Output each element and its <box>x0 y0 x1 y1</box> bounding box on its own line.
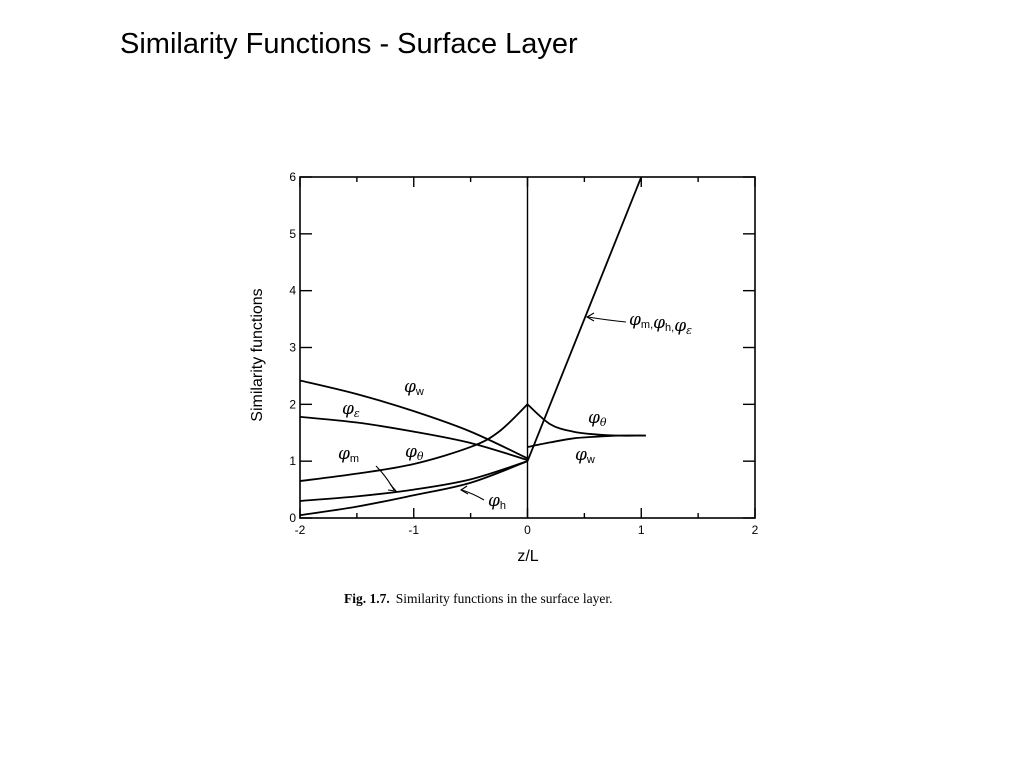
leader-phi-h-arrow <box>459 485 469 495</box>
phi-symbol: φ <box>588 408 600 428</box>
y-tick-label: 4 <box>289 284 296 298</box>
x-tick-label: -2 <box>295 523 306 537</box>
phi-symbol: φ <box>575 445 587 465</box>
phi-symbol: φ <box>653 313 665 333</box>
phi-subscript: w <box>586 454 595 466</box>
x-axis-label: z/L <box>517 548 538 565</box>
curve-phi-m-h-epsilon-stable <box>526 176 643 462</box>
curve-phi-epsilon-unstable <box>299 415 528 461</box>
caption-text: Similarity functions in the surface laye… <box>396 591 613 606</box>
label-phi-m: φm <box>338 444 359 465</box>
x-tick-label: 1 <box>638 523 645 537</box>
curve-phi-w-unstable <box>299 379 528 460</box>
phi-subscript: h, <box>665 322 674 334</box>
phi-subscript: θ <box>417 450 424 463</box>
y-tick-label: 6 <box>289 170 296 184</box>
curve-phi-h-unstable <box>299 460 528 517</box>
label-phi-h: φh <box>488 491 506 512</box>
phi-symbol: φ <box>405 442 417 462</box>
label-phi-theta-stable: φθ <box>588 408 607 429</box>
phi-subscript: ε <box>354 407 360 420</box>
label-phi-theta: φθ <box>405 442 424 463</box>
y-tick-label: 5 <box>289 227 296 241</box>
phi-symbol: φ <box>342 399 354 419</box>
x-tick-label: -1 <box>408 523 419 537</box>
y-tick-label: 0 <box>289 511 296 525</box>
phi-symbol: φ <box>629 310 641 330</box>
label-phi-w: φw <box>404 377 424 398</box>
slide-title: Similarity Functions - Surface Layer <box>120 28 578 60</box>
x-tick-label: 0 <box>524 523 531 537</box>
phi-subscript: w <box>415 386 424 398</box>
y-axis-label: Similarity functions <box>249 288 266 421</box>
phi-subscript: m, <box>641 319 653 331</box>
phi-symbol: φ <box>674 316 686 336</box>
label-phi-w-stable: φw <box>575 445 595 466</box>
leader-phi-m-arrow <box>387 483 398 492</box>
caption-prefix: Fig. 1.7. <box>344 591 390 606</box>
leader-phi-stable-arrow <box>585 312 595 322</box>
y-tick-label: 3 <box>289 341 296 355</box>
figure-caption: Fig. 1.7. Similarity functions in the sur… <box>344 591 612 606</box>
phi-subscript: m <box>350 453 359 465</box>
phi-subscript: θ <box>600 416 607 429</box>
leader-phi-h <box>461 489 485 501</box>
label-phi-epsilon: φε <box>342 399 360 420</box>
curve-phi-theta-stable <box>526 403 646 437</box>
x-tick-label: 2 <box>752 523 759 537</box>
leader-phi-stable <box>587 316 627 323</box>
curve-phi-w-stable <box>527 434 646 448</box>
curve-phi-theta-unstable <box>299 403 529 482</box>
label-phi-m-h-epsilon: φm,φh,φε <box>629 310 692 337</box>
phi-symbol: φ <box>404 377 416 397</box>
phi-subscript: ε <box>686 324 692 337</box>
curve-phi-m-unstable <box>299 460 528 502</box>
phi-symbol: φ <box>338 444 350 464</box>
phi-subscript: h <box>500 500 506 512</box>
y-tick-label: 1 <box>289 454 296 468</box>
phi-symbol: φ <box>488 491 500 511</box>
y-tick-label: 2 <box>289 397 296 411</box>
